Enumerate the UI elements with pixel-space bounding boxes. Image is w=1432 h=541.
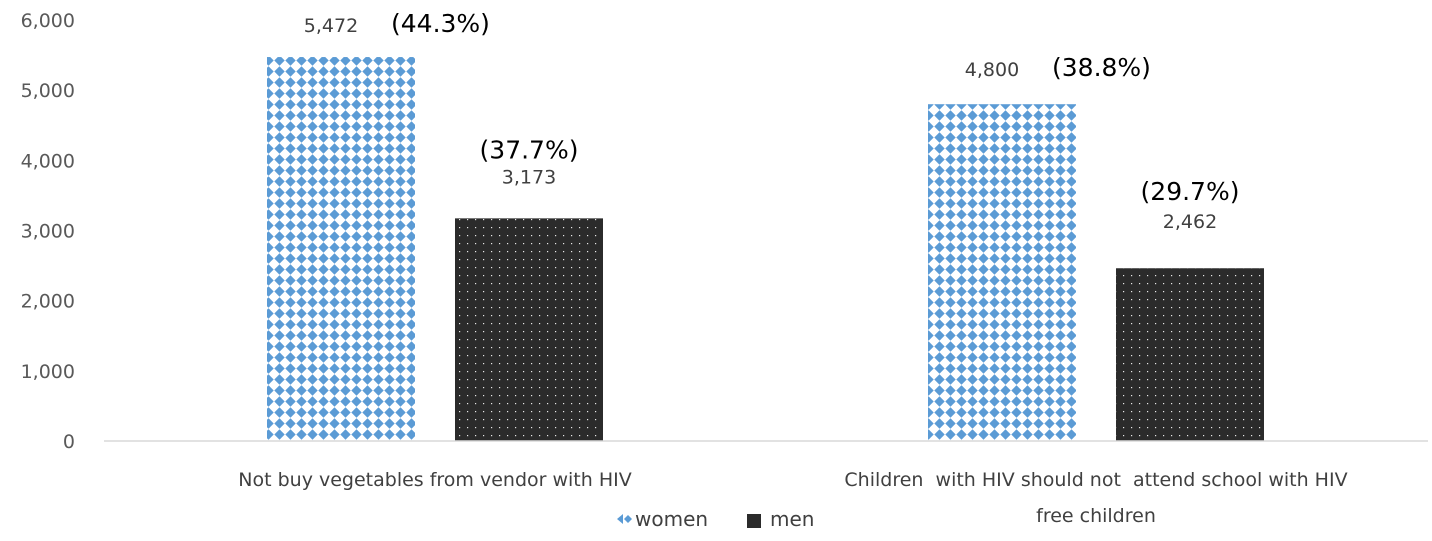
y-axis: 0 1,000 2,000 3,000 4,000 5,000 6,000	[21, 10, 75, 453]
pct-label-women-1: (38.8%)	[1052, 53, 1151, 82]
x-axis-categories: Not buy vegetables from vendor with HIV C…	[238, 469, 1347, 527]
y-tick-label: 1,000	[21, 361, 75, 383]
pct-label-men-0: (37.7%)	[480, 135, 579, 164]
bar-women-0	[267, 57, 415, 441]
data-label-men-0: 3,173	[502, 166, 556, 188]
legend-men-icon	[747, 514, 761, 528]
data-labels: 5,472 (44.3%) 4,800 (38.8%) 3,173(37.7%) 2,46…	[304, 9, 1240, 233]
legend-women-label: women	[635, 507, 708, 531]
y-tick-label: 5,000	[21, 80, 75, 102]
x-category-label: free children	[1036, 505, 1156, 527]
data-label-women-1: 4,800	[965, 59, 1019, 81]
bar-women-1	[928, 104, 1076, 441]
bars	[267, 57, 1264, 441]
legend-men-label: men	[770, 507, 814, 531]
data-label-men-1: 2,462	[1163, 211, 1217, 233]
y-tick-label: 0	[63, 431, 75, 453]
y-tick-label: 4,000	[21, 150, 75, 172]
legend-women-icon	[617, 514, 632, 524]
bar-men-0	[455, 218, 603, 441]
pct-label-women-0: (44.3%)	[391, 9, 490, 38]
y-tick-label: 6,000	[21, 10, 75, 32]
x-category-label: Not buy vegetables from vendor with HIV	[238, 469, 631, 491]
bar-men-1	[1116, 268, 1264, 441]
x-category-label: Children with HIV should not attend scho…	[844, 469, 1347, 491]
data-label-women-0: 5,472	[304, 15, 358, 37]
y-tick-label: 3,000	[21, 221, 75, 243]
pct-label-men-1: (29.7%)	[1141, 177, 1240, 206]
legend: women men	[617, 507, 814, 531]
y-tick-label: 2,000	[21, 291, 75, 313]
